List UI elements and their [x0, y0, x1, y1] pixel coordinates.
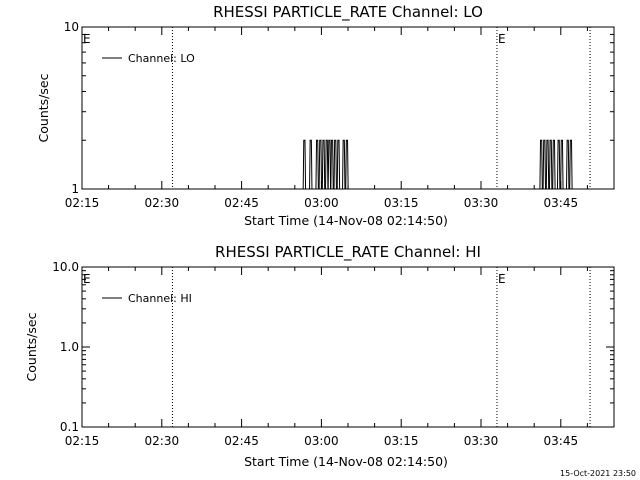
chart-0-data-spike	[545, 139, 550, 190]
chart-0-data-spike	[569, 139, 573, 190]
chart-0-data-spike	[542, 139, 547, 190]
chart-1-x-tick-label: 03:00	[304, 434, 339, 448]
chart-0-y-tick-label: 1	[71, 182, 79, 196]
hi-y-axis-label: Counts/sec	[24, 312, 39, 381]
chart-0-data-spike	[552, 139, 556, 190]
chart-0-event-marker: E	[498, 32, 506, 46]
chart-0-x-tick-label: 02:45	[224, 196, 259, 210]
chart-0-event-marker: E	[83, 32, 91, 46]
hi-x-axis-label: Start Time (14-Nov-08 02:14:50)	[244, 454, 448, 469]
chart-1-event-marker: E	[498, 272, 506, 286]
lo-series	[302, 139, 573, 190]
chart-0-data-spike	[566, 139, 570, 190]
chart-0-data-spike	[345, 139, 349, 190]
hi-event-lines	[171, 267, 591, 427]
chart-0-data-spike	[318, 139, 323, 190]
lo-legend-label: Channel: LO	[128, 52, 195, 65]
chart-1-x-tick-label: 03:15	[384, 434, 419, 448]
hi-y-axis: 0.1 1.0 10.0	[52, 260, 614, 434]
chart-0-y-tick-label: 10	[64, 20, 79, 34]
lo-chart-title: RHESSI PARTICLE_RATE Channel: LO	[213, 3, 483, 22]
chart-0-data-spike	[315, 139, 319, 190]
chart-1-y-tick-label: 0.1	[60, 420, 79, 434]
chart-0-x-tick-label: 03:00	[304, 196, 339, 210]
chart-1-x-tick-label: 02:45	[224, 434, 259, 448]
chart-0-data-spike	[333, 139, 337, 190]
chart-0-data-spike	[302, 139, 307, 190]
chart-1-event-marker: E	[83, 272, 91, 286]
chart-1-x-tick-label: 02:15	[65, 434, 100, 448]
chart-0-data-spike	[539, 139, 543, 190]
chart-0-data-spike	[327, 139, 332, 190]
chart-0-x-tick-label: 02:15	[65, 196, 100, 210]
hi-legend-label: Channel: HI	[128, 292, 192, 305]
chart-0-x-tick-label: 03:45	[544, 196, 579, 210]
chart-0-data-spike	[321, 139, 326, 190]
chart-0-x-tick-label: 03:15	[384, 196, 419, 210]
chart-1-y-tick-label: 1.0	[60, 340, 79, 354]
chart-0-data-spike	[548, 139, 553, 190]
chart-1-x-tick-label: 03:45	[544, 434, 579, 448]
chart-1-x-tick-label: 03:30	[464, 434, 499, 448]
generation-timestamp: 15-Oct-2021 23:50	[560, 469, 636, 478]
chart-0-data-spike	[325, 139, 329, 190]
chart-1-x-tick-label: 02:30	[145, 434, 180, 448]
lo-event-lines	[171, 27, 591, 189]
hi-plot-frame	[81, 266, 615, 428]
lo-y-axis: 1 10	[64, 20, 614, 196]
chart-1-y-tick-label: 10.0	[52, 260, 79, 274]
chart-0-x-tick-label: 02:30	[145, 196, 180, 210]
hi-chart-title: RHESSI PARTICLE_RATE Channel: HI	[215, 243, 481, 262]
chart-0-x-tick-label: 03:30	[464, 196, 499, 210]
lo-x-axis: 02:15 02:30 02:45 03:00 03:15 03:30 03:45	[65, 27, 615, 210]
hi-x-axis: 02:15 02:30 02:45 03:00 03:15 03:30 03:45	[65, 267, 615, 448]
lo-x-axis-label: Start Time (14-Nov-08 02:14:50)	[244, 213, 448, 228]
chart-0-data-spike	[560, 139, 564, 190]
lo-y-axis-label: Counts/sec	[36, 73, 51, 142]
chart-0-data-spike	[342, 139, 346, 190]
chart-0-data-spike	[309, 139, 313, 190]
chart-0-data-spike	[330, 139, 334, 190]
chart-0-data-spike	[336, 139, 341, 190]
chart-0-data-spike	[556, 139, 561, 190]
